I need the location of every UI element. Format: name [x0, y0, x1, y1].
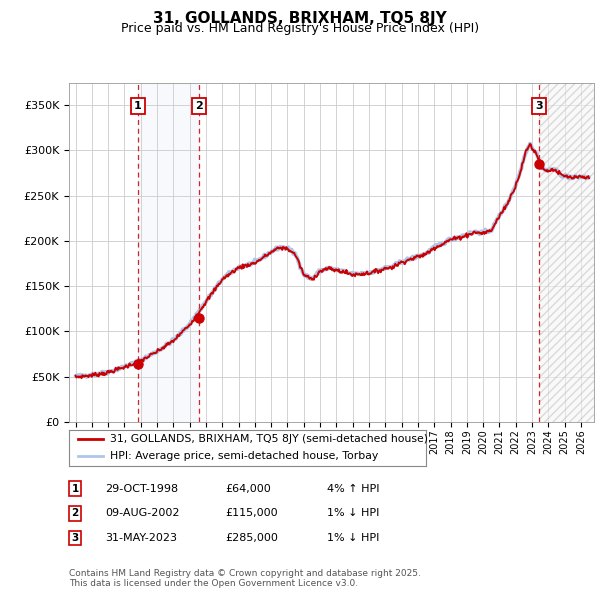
Bar: [539, 83, 594, 422]
Text: HPI: Average price, semi-detached house, Torbay: HPI: Average price, semi-detached house,…: [110, 451, 379, 461]
Text: Price paid vs. HM Land Registry's House Price Index (HPI): Price paid vs. HM Land Registry's House …: [121, 22, 479, 35]
Text: 3: 3: [71, 533, 79, 543]
Text: 31-MAY-2023: 31-MAY-2023: [105, 533, 177, 543]
Text: 1% ↓ HPI: 1% ↓ HPI: [327, 533, 379, 543]
Text: 1: 1: [71, 484, 79, 493]
Text: 2: 2: [196, 101, 203, 112]
Text: Contains HM Land Registry data © Crown copyright and database right 2025.
This d: Contains HM Land Registry data © Crown c…: [69, 569, 421, 588]
Text: 29-OCT-1998: 29-OCT-1998: [105, 484, 178, 493]
Bar: [138, 83, 199, 422]
Text: £64,000: £64,000: [225, 484, 271, 493]
Text: 09-AUG-2002: 09-AUG-2002: [105, 509, 179, 518]
Text: 31, GOLLANDS, BRIXHAM, TQ5 8JY: 31, GOLLANDS, BRIXHAM, TQ5 8JY: [153, 11, 447, 25]
Text: 1% ↓ HPI: 1% ↓ HPI: [327, 509, 379, 518]
Text: 2: 2: [71, 509, 79, 518]
Text: £115,000: £115,000: [225, 509, 278, 518]
Text: £285,000: £285,000: [225, 533, 278, 543]
Text: 3: 3: [535, 101, 543, 112]
Text: 4% ↑ HPI: 4% ↑ HPI: [327, 484, 380, 493]
Text: 31, GOLLANDS, BRIXHAM, TQ5 8JY (semi-detached house): 31, GOLLANDS, BRIXHAM, TQ5 8JY (semi-det…: [110, 434, 428, 444]
Text: 1: 1: [134, 101, 142, 112]
